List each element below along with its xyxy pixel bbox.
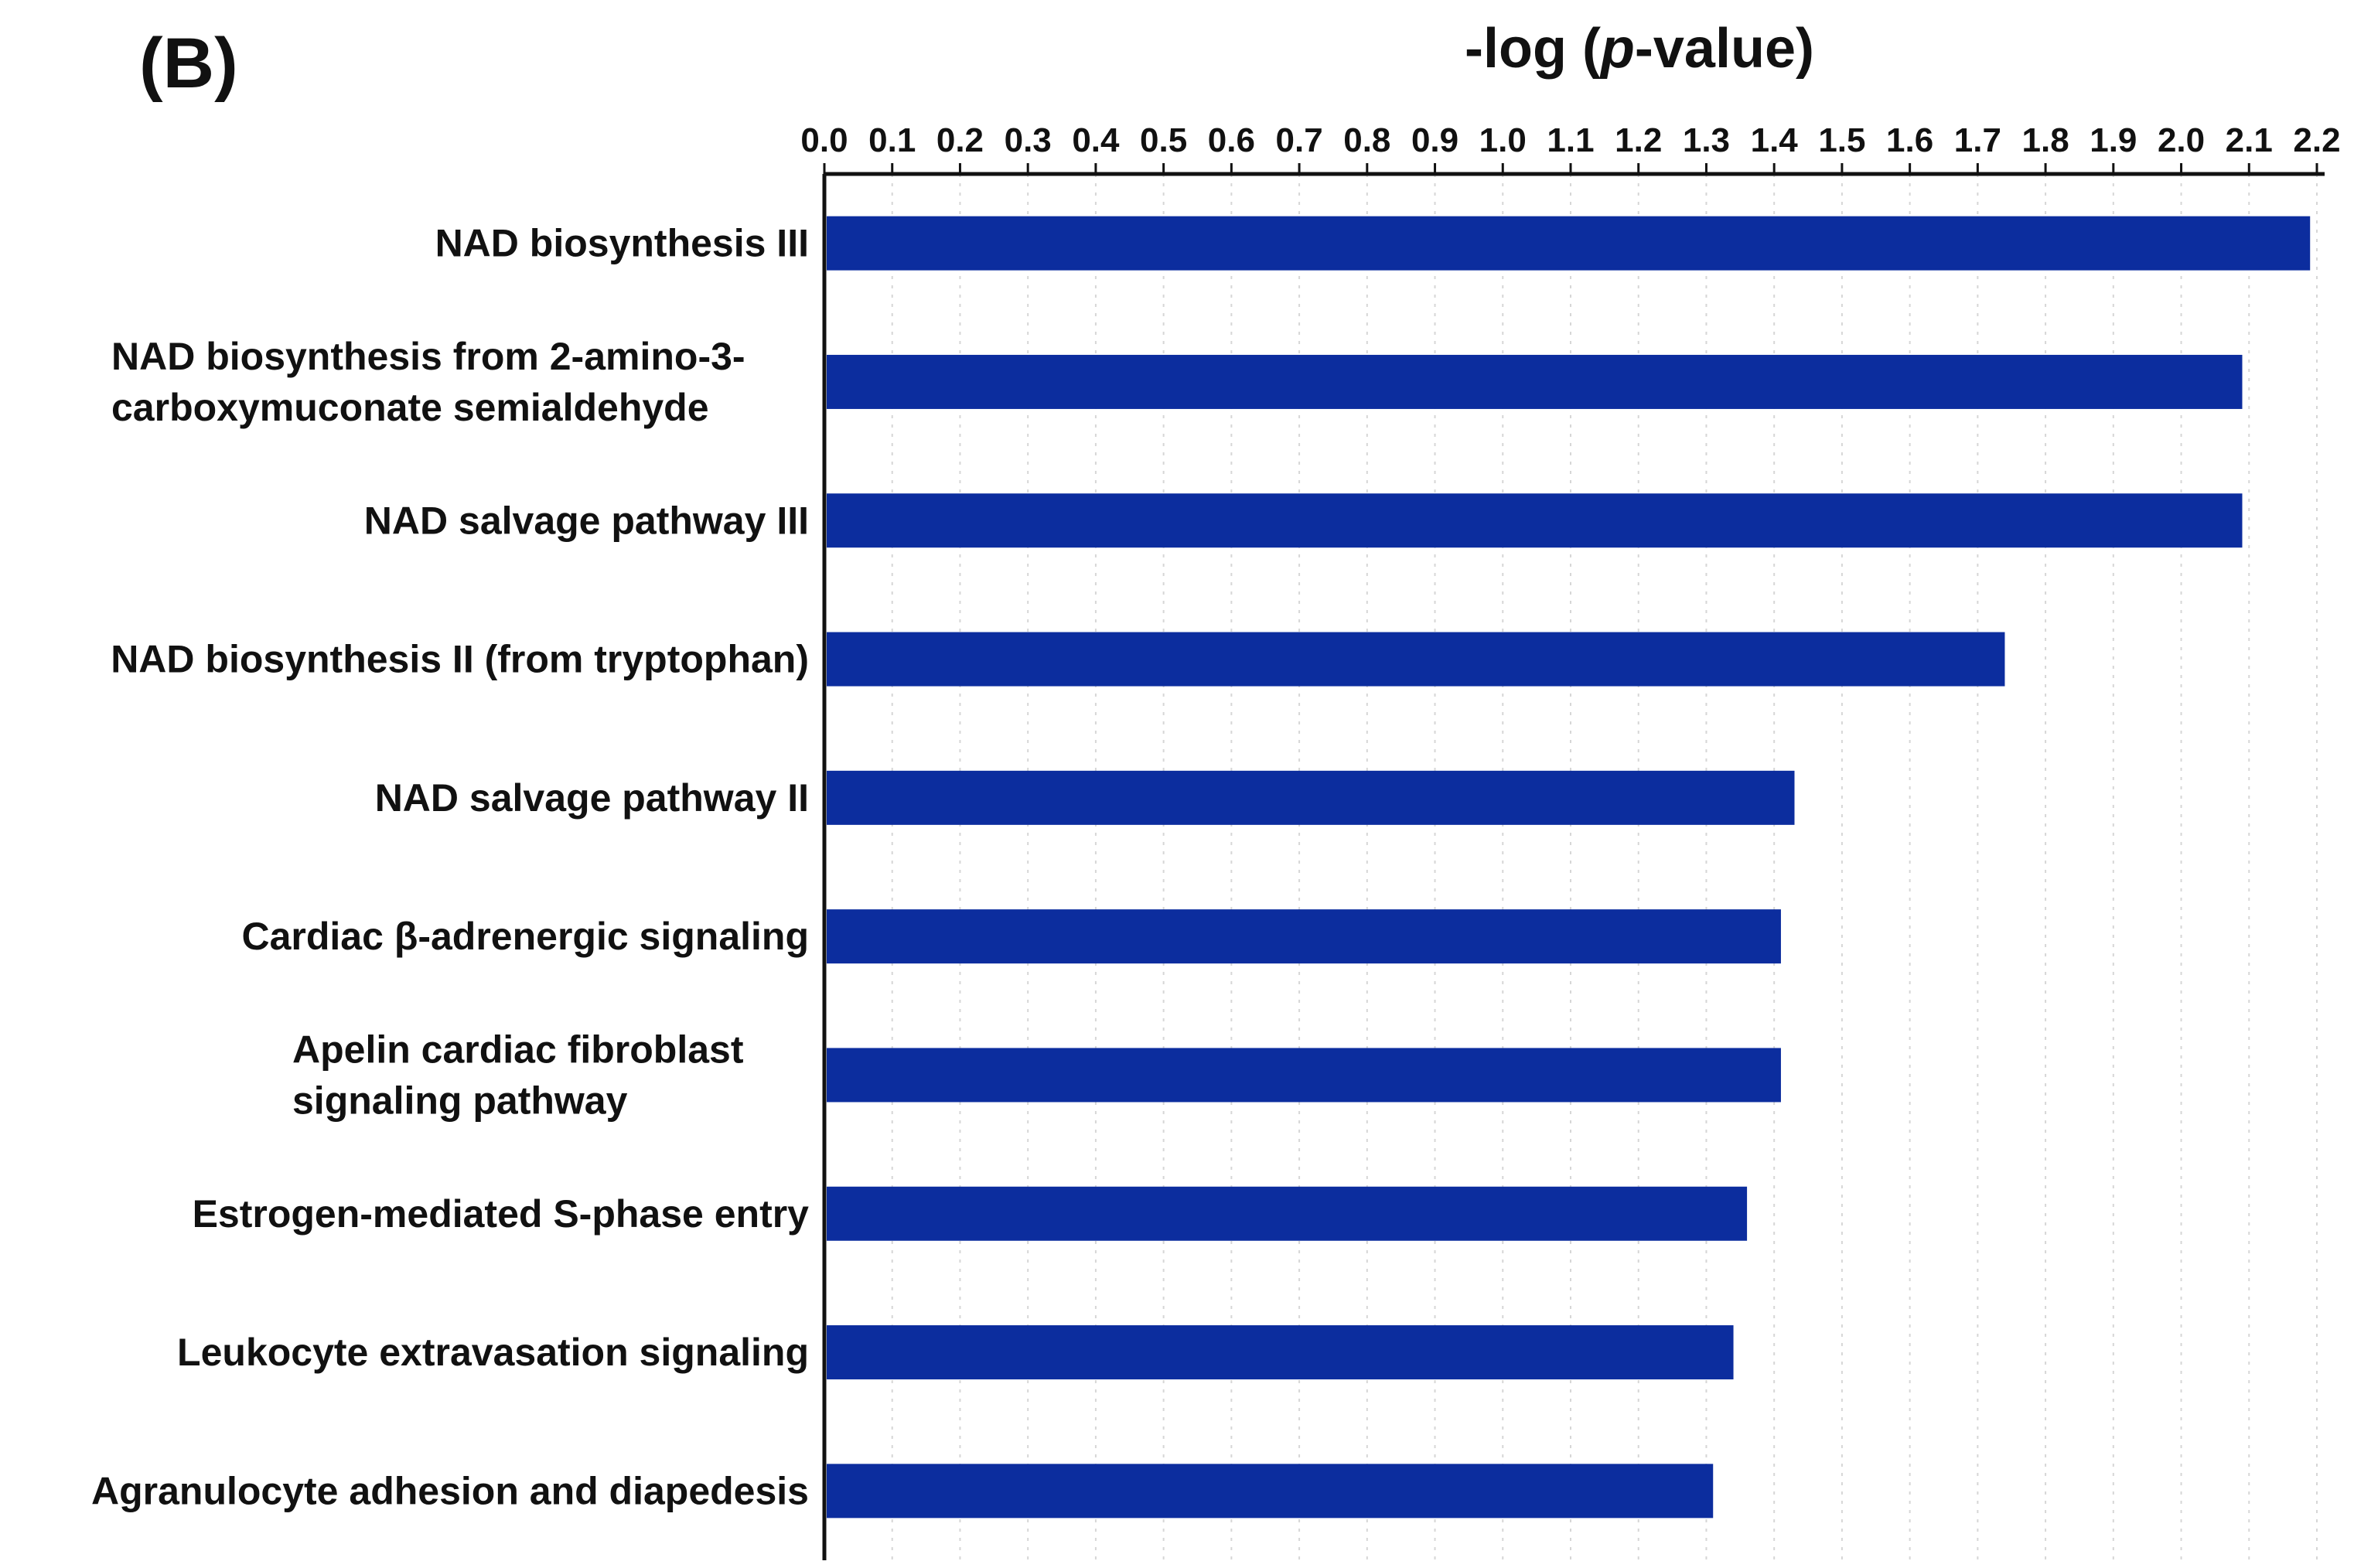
category-label: Estrogen-mediated S-phase entry — [193, 1192, 810, 1236]
bar — [827, 632, 2005, 687]
category-label: Apelin cardiac fibroblast — [292, 1028, 744, 1071]
bar — [827, 354, 2243, 409]
category-label: Cardiac β-adrenergic signaling — [242, 915, 810, 958]
x-tick-label: 2.2 — [2293, 121, 2340, 159]
bar — [827, 1325, 1734, 1380]
panel-label: (B) — [139, 24, 238, 103]
x-tick-label: 2.1 — [2226, 121, 2273, 159]
category-label: carboxymuconate semialdehyde — [111, 386, 709, 429]
category-label: NAD biosynthesis from 2-amino-3- — [111, 335, 745, 378]
x-axis-title-prefix: -log ( — [1465, 18, 1601, 80]
category-label: NAD biosynthesis II (from tryptophan) — [111, 638, 809, 681]
category-label: NAD biosynthesis III — [435, 222, 809, 265]
x-tick-label: 0.1 — [868, 121, 916, 159]
x-tick-label: 1.0 — [1479, 121, 1527, 159]
x-tick-label: 1.1 — [1547, 121, 1594, 159]
x-axis-title-italic: p — [1600, 18, 1635, 80]
x-tick-label: 0.6 — [1208, 121, 1255, 159]
x-tick-label: 0.9 — [1411, 121, 1458, 159]
x-axis-title: -log (p-value) — [1253, 17, 2026, 80]
x-tick-label: 1.2 — [1615, 121, 1662, 159]
x-tick-label: 0.7 — [1276, 121, 1323, 159]
category-label: NAD salvage pathway II — [375, 776, 809, 820]
x-tick-label: 0.5 — [1140, 121, 1187, 159]
category-label: NAD salvage pathway III — [364, 499, 809, 542]
x-tick-label: 0.3 — [1005, 121, 1052, 159]
x-tick-label: 1.6 — [1886, 121, 1933, 159]
x-tick-label: 1.9 — [2090, 121, 2137, 159]
x-tick-label: 1.8 — [2022, 121, 2069, 159]
bar — [827, 909, 1781, 964]
x-tick-label: 1.5 — [1818, 121, 1865, 159]
bar — [827, 1048, 1781, 1103]
x-tick-label: 1.3 — [1683, 121, 1730, 159]
bar — [827, 1464, 1714, 1519]
bar — [827, 770, 1795, 825]
x-axis-title-suffix: -value) — [1634, 18, 1814, 80]
x-tick-label: 0.4 — [1072, 121, 1120, 159]
x-tick-label: 1.4 — [1751, 121, 1799, 159]
category-label: Leukocyte extravasation signaling — [177, 1331, 809, 1374]
x-tick-label: 1.7 — [1954, 121, 2001, 159]
x-tick-label: 0.2 — [936, 121, 984, 159]
bar — [827, 216, 2311, 271]
bar — [827, 1186, 1748, 1241]
x-tick-label: 2.0 — [2158, 121, 2205, 159]
x-tick-label: 0.0 — [800, 121, 848, 159]
category-label: signaling pathway — [292, 1079, 628, 1122]
x-tick-label: 0.8 — [1343, 121, 1390, 159]
bar — [827, 493, 2243, 548]
category-label: Agranulocyte adhesion and diapedesis — [91, 1469, 809, 1512]
